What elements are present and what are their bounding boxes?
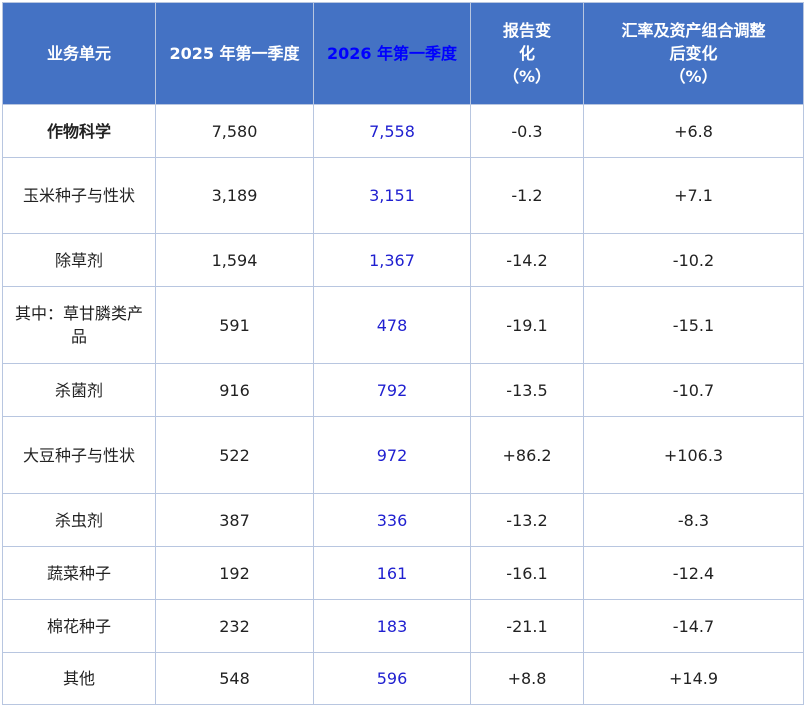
table-header: 业务单元 2025 年第一季度 2026 年第一季度 报告变 化 （%） 汇率及… xyxy=(2,2,804,105)
adjusted-change: -15.1 xyxy=(583,286,804,364)
reported-change: -1.2 xyxy=(470,157,584,234)
value-2026: 792 xyxy=(313,363,471,417)
table-row: 玉米种子与性状 3,189 3,151 -1.2 +7.1 xyxy=(2,157,804,234)
value-2025: 522 xyxy=(155,416,314,494)
reported-change: +86.2 xyxy=(470,416,584,494)
header-2025-q1: 2025 年第一季度 xyxy=(155,2,314,105)
adjusted-change: +14.9 xyxy=(583,652,804,705)
adjusted-change: -12.4 xyxy=(583,546,804,600)
header-adjusted-change-line-1: 汇率及资产组合调整 xyxy=(621,21,766,40)
value-2025: 192 xyxy=(155,546,314,600)
value-2025: 232 xyxy=(155,599,314,653)
reported-change: -14.2 xyxy=(470,233,584,287)
header-adjusted-change: 汇率及资产组合调整 后变化 （%） xyxy=(583,2,804,105)
reported-change: -13.2 xyxy=(470,493,584,547)
reported-change: -0.3 xyxy=(470,104,584,158)
header-reported-change: 报告变 化 （%） xyxy=(470,2,584,105)
row-name: 除草剂 xyxy=(2,233,156,287)
value-2025: 916 xyxy=(155,363,314,417)
row-name: 杀菌剂 xyxy=(2,363,156,417)
table-row: 棉花种子 232 183 -21.1 -14.7 xyxy=(2,599,804,653)
header-reported-change-line-1: 报告变 xyxy=(502,21,551,40)
value-2025: 387 xyxy=(155,493,314,547)
adjusted-change: -14.7 xyxy=(583,599,804,653)
adjusted-change: +106.3 xyxy=(583,416,804,494)
value-2025: 591 xyxy=(155,286,314,364)
table-row: 杀虫剂 387 336 -13.2 -8.3 xyxy=(2,493,804,547)
header-row: 业务单元 2025 年第一季度 2026 年第一季度 报告变 化 （%） 汇率及… xyxy=(2,2,804,105)
value-2026: 972 xyxy=(313,416,471,494)
table-row: 杀菌剂 916 792 -13.5 -10.7 xyxy=(2,363,804,417)
reported-change: -13.5 xyxy=(470,363,584,417)
value-2025: 7,580 xyxy=(155,104,314,158)
value-2025: 548 xyxy=(155,652,314,705)
header-reported-change-line-2: 化 xyxy=(518,44,535,63)
adjusted-change: -10.2 xyxy=(583,233,804,287)
table-row: 其他 548 596 +8.8 +14.9 xyxy=(2,652,804,705)
value-2025: 3,189 xyxy=(155,157,314,234)
header-adjusted-change-line-3: （%） xyxy=(669,67,718,86)
header-business-unit: 业务单元 xyxy=(2,2,156,105)
header-2026-q1: 2026 年第一季度 xyxy=(313,2,471,105)
adjusted-change: +7.1 xyxy=(583,157,804,234)
row-name: 玉米种子与性状 xyxy=(2,157,156,234)
row-name: 蔬菜种子 xyxy=(2,546,156,600)
row-name: 作物科学 xyxy=(2,104,156,158)
value-2026: 161 xyxy=(313,546,471,600)
value-2026: 3,151 xyxy=(313,157,471,234)
table-row: 大豆种子与性状 522 972 +86.2 +106.3 xyxy=(2,416,804,494)
row-name: 棉花种子 xyxy=(2,599,156,653)
row-name: 杀虫剂 xyxy=(2,493,156,547)
adjusted-change: +6.8 xyxy=(583,104,804,158)
reported-change: -19.1 xyxy=(470,286,584,364)
value-2026: 183 xyxy=(313,599,471,653)
row-name: 大豆种子与性状 xyxy=(2,416,156,494)
value-2026: 7,558 xyxy=(313,104,471,158)
row-name: 其中：草甘膦类产品 xyxy=(2,286,156,364)
header-adjusted-change-line-2: 后变化 xyxy=(669,44,718,63)
table-body: 作物科学 7,580 7,558 -0.3 +6.8 玉米种子与性状 3,189… xyxy=(2,104,804,705)
value-2026: 596 xyxy=(313,652,471,705)
reported-change: -16.1 xyxy=(470,546,584,600)
value-2026: 1,367 xyxy=(313,233,471,287)
value-2026: 336 xyxy=(313,493,471,547)
table-row: 作物科学 7,580 7,558 -0.3 +6.8 xyxy=(2,104,804,158)
adjusted-change: -10.7 xyxy=(583,363,804,417)
table-row: 其中：草甘膦类产品 591 478 -19.1 -15.1 xyxy=(2,286,804,364)
reported-change: +8.8 xyxy=(470,652,584,705)
value-2025: 1,594 xyxy=(155,233,314,287)
value-2026: 478 xyxy=(313,286,471,364)
row-name: 其他 xyxy=(2,652,156,705)
table-row: 蔬菜种子 192 161 -16.1 -12.4 xyxy=(2,546,804,600)
header-reported-change-line-3: （%） xyxy=(502,67,552,86)
adjusted-change: -8.3 xyxy=(583,493,804,547)
reported-change: -21.1 xyxy=(470,599,584,653)
table-row: 除草剂 1,594 1,367 -14.2 -10.2 xyxy=(2,233,804,287)
